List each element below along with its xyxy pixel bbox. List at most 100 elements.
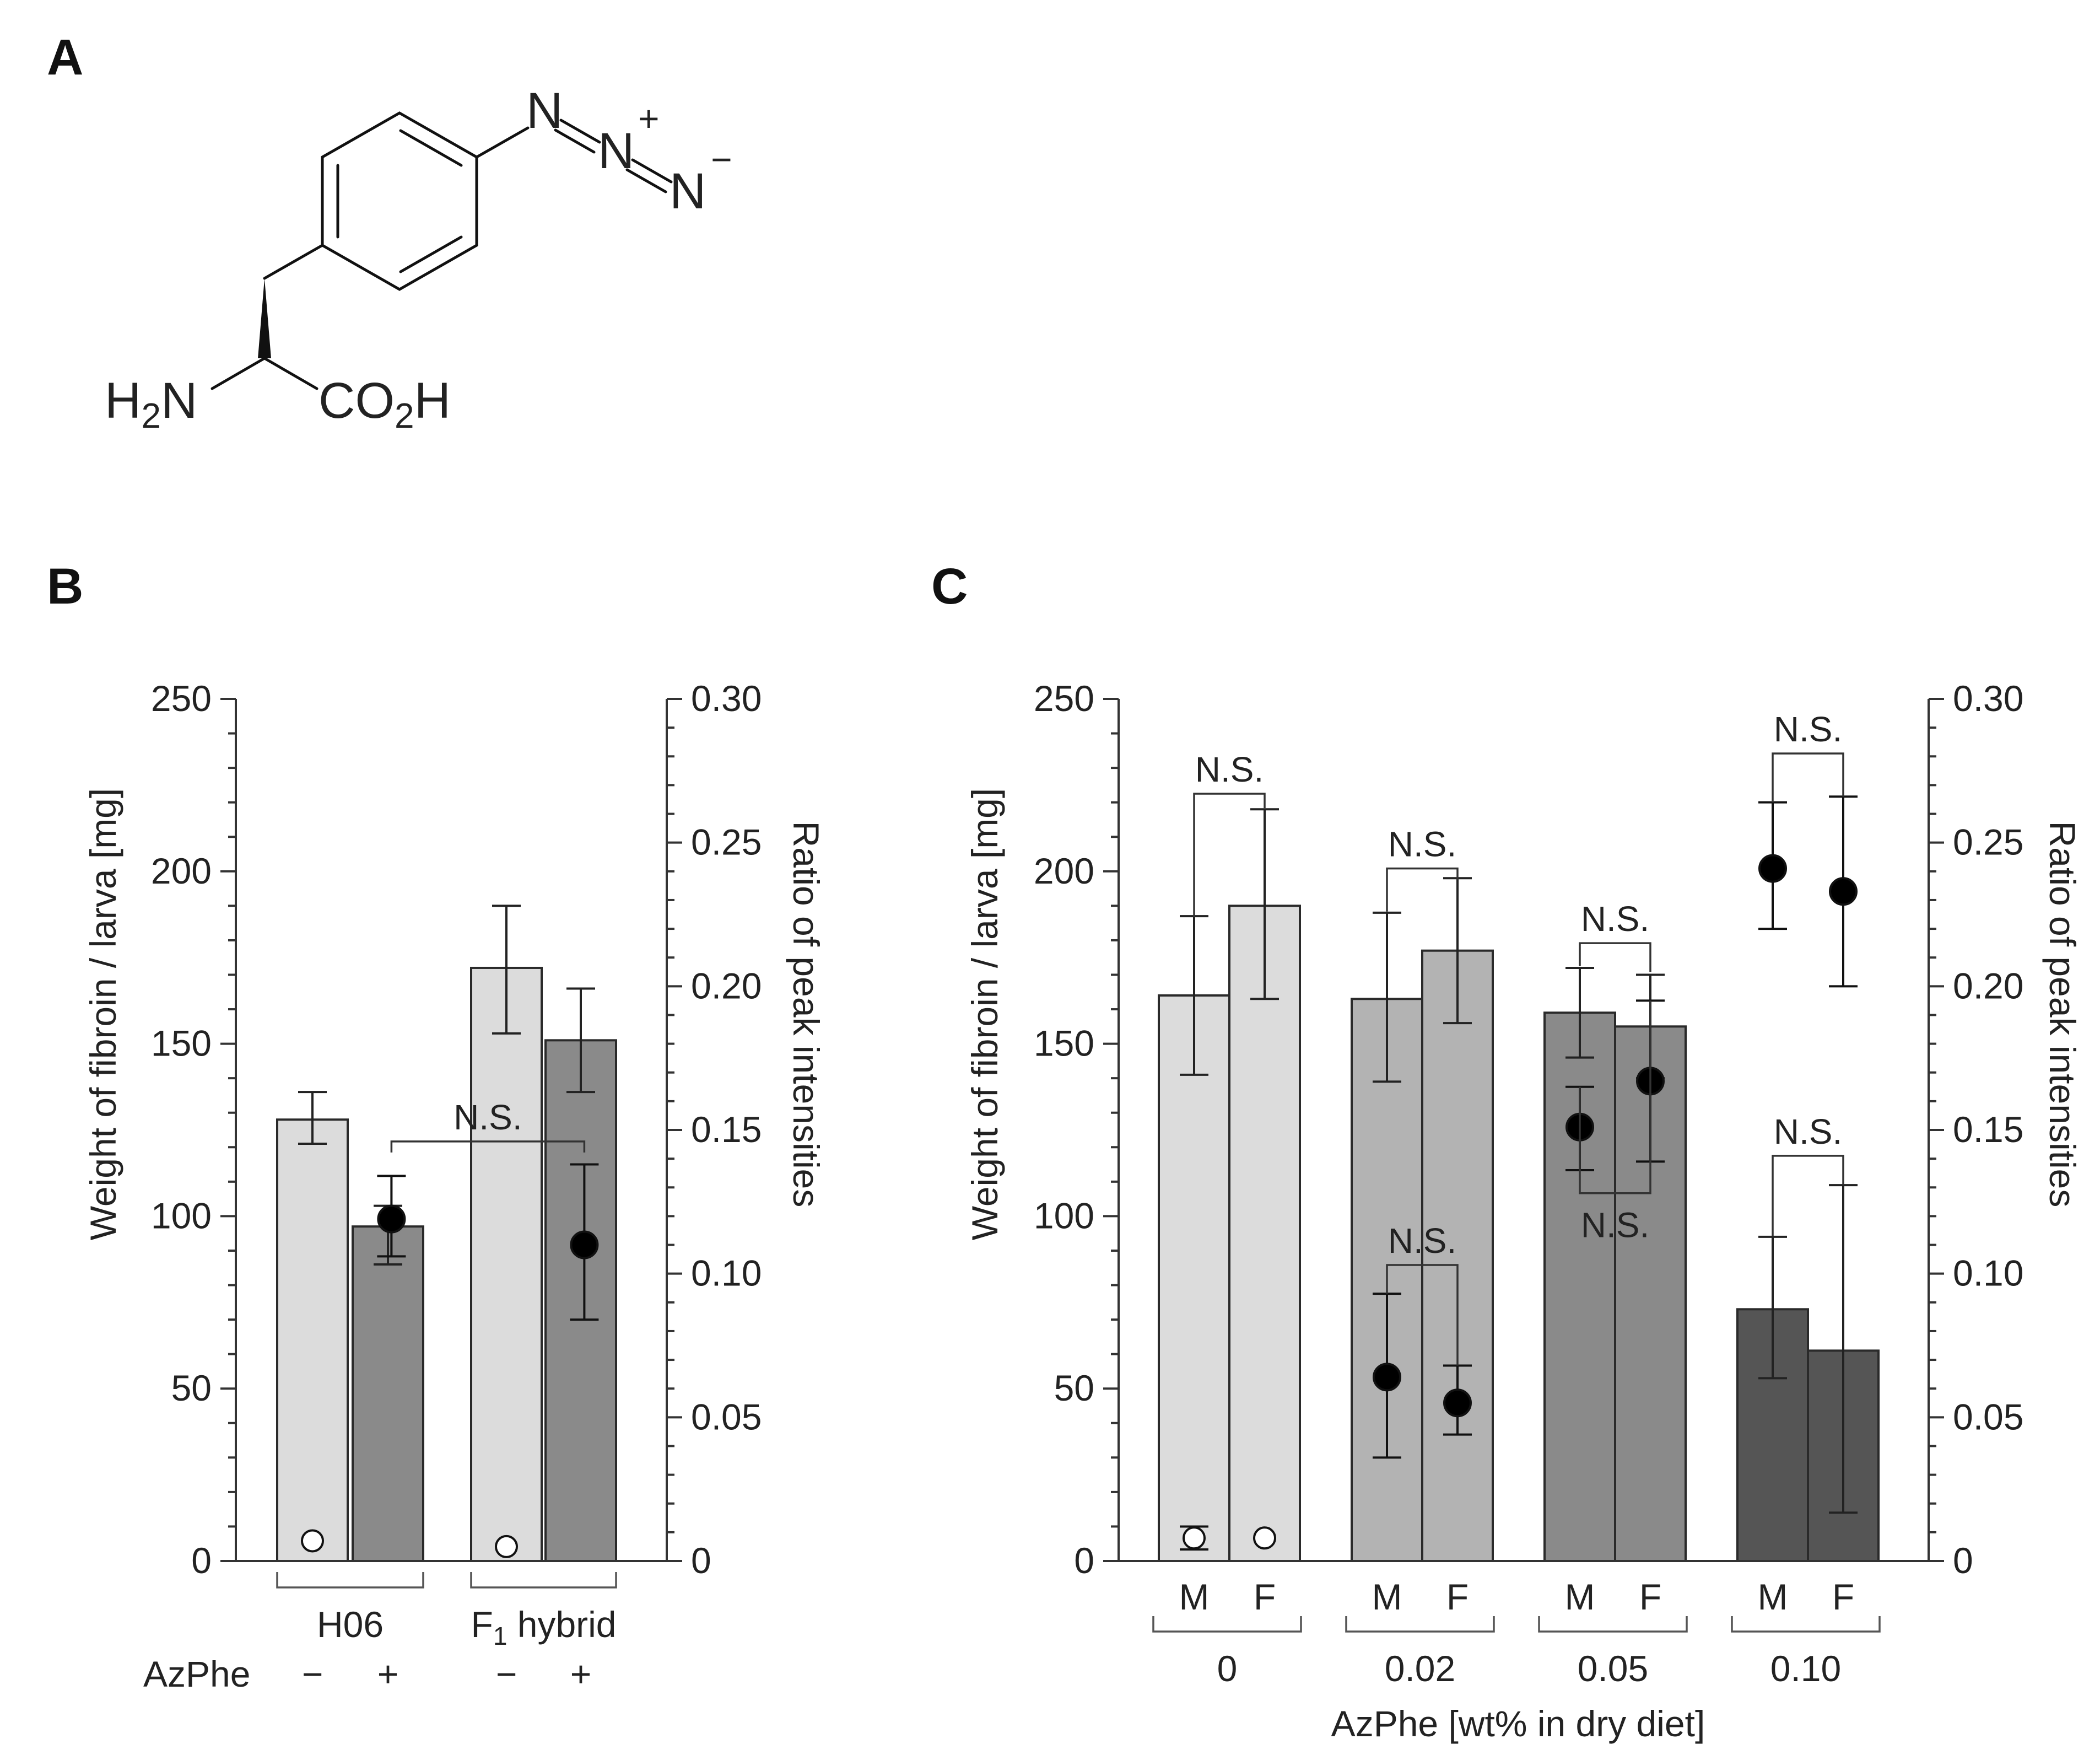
chart-c-significance-bracket-4 bbox=[1579, 1000, 1651, 1194]
azide-double-1b bbox=[554, 128, 596, 154]
chart-b-ratio-point-4 bbox=[570, 1230, 599, 1259]
azide-double-2b bbox=[625, 168, 667, 193]
chart-c-ylabel: Weight of fibroin / larva [mg] bbox=[964, 788, 1005, 1240]
chart-b-significance-label-1: N.S. bbox=[454, 1097, 522, 1137]
chart-b-y2tick-label-3: 0.15 bbox=[691, 1109, 762, 1150]
chart-c-y2tick-label-2: 0.10 bbox=[1953, 1253, 2023, 1294]
chart-c-ytick-label-1: 50 bbox=[1054, 1368, 1094, 1408]
chart-c-group-bracket-3 bbox=[1538, 1616, 1688, 1633]
chart-c-significance-bracket-1 bbox=[1193, 793, 1266, 918]
ring-double-bond-1 bbox=[399, 129, 463, 167]
chart-b-group-label-1: H06 bbox=[317, 1604, 384, 1645]
chart-b-ytick-label-2: 100 bbox=[151, 1195, 212, 1236]
chart-c-xtick-label-4: F bbox=[1446, 1576, 1469, 1617]
azide-double-2a bbox=[631, 158, 673, 184]
chart-b-ytick-label-1: 50 bbox=[171, 1368, 212, 1408]
chart-c-ytick-label-4: 200 bbox=[1034, 850, 1094, 891]
chart-c-significance-label-1: N.S. bbox=[1195, 750, 1264, 789]
chart-c-ratio-point-8 bbox=[1829, 877, 1858, 906]
azide-double-1a bbox=[559, 119, 601, 144]
panel-label-a: A bbox=[47, 29, 83, 85]
chart-c-significance-label-7: N.S. bbox=[1388, 1221, 1456, 1261]
chart-c-significance-label-3: N.S. bbox=[1581, 899, 1649, 939]
chart-b-y2tick-label-0: 0 bbox=[691, 1540, 711, 1581]
chart-c-ytick-label-0: 0 bbox=[1074, 1540, 1094, 1581]
chart-c-bar-2 bbox=[1228, 905, 1301, 1562]
chart-c-xtick-label-8: F bbox=[1832, 1576, 1854, 1617]
chart-b-xtick-label-4: + bbox=[570, 1654, 592, 1694]
chart-c-bar-1 bbox=[1158, 994, 1230, 1562]
chart-b-bar-2 bbox=[352, 1225, 424, 1562]
chart-c-y2tick-label-1: 0.05 bbox=[1953, 1396, 2023, 1437]
azide-minus: − bbox=[711, 139, 732, 180]
chart-c-y2tick-label-4: 0.20 bbox=[1953, 965, 2023, 1006]
chart-b-y2tick-label-6: 0.30 bbox=[691, 678, 762, 719]
chart-c-group-label-2: 0.02 bbox=[1385, 1648, 1455, 1689]
chart-c: Weight of fibroin / larva [mg] Ratio of … bbox=[964, 678, 2083, 1744]
chart-c-significance-bracket-7 bbox=[1386, 1264, 1459, 1366]
amine-group: H2N bbox=[105, 373, 198, 435]
bond-ring-ch2 bbox=[263, 244, 324, 280]
chart-c-ratio-point-4 bbox=[1443, 1388, 1472, 1418]
chart-b-group-label-2: F1 hybrid bbox=[471, 1604, 616, 1650]
chart-c-y2tick-label-0: 0 bbox=[1953, 1540, 1973, 1581]
chart-b-y2tick-label-5: 0.25 bbox=[691, 822, 762, 863]
chart-c-significance-label-5: N.S. bbox=[1774, 709, 1842, 749]
chart-b-ylabel: Weight of fibroin / larva [mg] bbox=[83, 788, 123, 1240]
chart-c-xtick-label-5: M bbox=[1565, 1576, 1595, 1617]
chart-b-xtick-label-3: − bbox=[496, 1654, 517, 1694]
chart-c-ytick-label-3: 150 bbox=[1034, 1023, 1094, 1064]
chart-c-xtick-label-7: M bbox=[1758, 1576, 1788, 1617]
chart-b-group-bracket-2 bbox=[470, 1572, 617, 1589]
chart-c-ratio-point-7 bbox=[1758, 854, 1787, 883]
chart-c-significance-label-6: N.S. bbox=[1774, 1112, 1842, 1151]
chart-b-y2tick-label-2: 0.10 bbox=[691, 1253, 762, 1294]
chart-b-ratio-point-3 bbox=[495, 1535, 518, 1558]
carboxyl-group: CO2H bbox=[318, 373, 451, 435]
chart-c-xtick-label-6: F bbox=[1639, 1576, 1661, 1617]
panel-label-b: B bbox=[47, 558, 83, 615]
bond-ca-c bbox=[263, 357, 318, 390]
chart-c-group-bracket-2 bbox=[1345, 1616, 1495, 1633]
chart-b-ytick-label-4: 200 bbox=[151, 850, 212, 891]
chart-c-y2tick-label-6: 0.30 bbox=[1953, 678, 2023, 719]
molecule-structure: N N + N − H2N CO2H bbox=[105, 83, 732, 435]
chart-c-significance-bracket-5 bbox=[1772, 752, 1844, 803]
chart-b-y2label: Ratio of peak intensities bbox=[786, 821, 827, 1208]
chart-b-group-bracket-1 bbox=[276, 1572, 424, 1589]
chart-b-row-label: AzPhe bbox=[143, 1654, 250, 1694]
chart-c-group-bracket-4 bbox=[1731, 1616, 1881, 1633]
chart-c-group-label-4: 0.10 bbox=[1770, 1648, 1841, 1689]
chart-b-ytick-label-5: 250 bbox=[151, 678, 212, 719]
chart-b-bar-1 bbox=[276, 1118, 349, 1563]
chart-c-xlabel: AzPhe [wt% in dry diet] bbox=[1331, 1703, 1705, 1744]
chart-c-ytick-label-5: 250 bbox=[1034, 678, 1094, 719]
chart-c-xtick-label-3: M bbox=[1372, 1576, 1402, 1617]
benzene-ring bbox=[321, 111, 478, 291]
chart-b-ratio-point-1 bbox=[301, 1529, 324, 1553]
wedge-bond bbox=[258, 278, 271, 358]
chart-c-group-bracket-1 bbox=[1152, 1616, 1302, 1633]
panel-label-c: C bbox=[931, 558, 968, 615]
chart-c-ratio-point-1 bbox=[1183, 1526, 1206, 1550]
chart-c-y2tick-label-5: 0.25 bbox=[1953, 822, 2023, 863]
bond-ca-n bbox=[210, 357, 266, 390]
chart-b: Weight of fibroin / larva [mg] Ratio of … bbox=[83, 678, 827, 1694]
chart-b-y2tick-label-4: 0.20 bbox=[691, 965, 762, 1006]
chart-c-group-label-1: 0 bbox=[1217, 1648, 1238, 1689]
chart-c-significance-label-4: N.S. bbox=[1581, 1205, 1649, 1245]
chart-c-group-label-3: 0.05 bbox=[1578, 1648, 1648, 1689]
chart-c-y2tick-label-3: 0.15 bbox=[1953, 1109, 2023, 1150]
chart-c-ratio-point-3 bbox=[1373, 1363, 1401, 1392]
chart-c-xtick-label-1: M bbox=[1179, 1576, 1210, 1617]
chart-b-y2tick-label-1: 0.05 bbox=[691, 1396, 762, 1437]
chart-b-ytick-label-0: 0 bbox=[191, 1540, 212, 1581]
chart-b-xtick-label-2: + bbox=[377, 1654, 399, 1694]
chart-c-significance-bracket-2 bbox=[1386, 867, 1459, 912]
chart-c-significance-bracket-6 bbox=[1772, 1155, 1844, 1236]
azide-n3: N bbox=[670, 163, 706, 219]
ring-double-bond-2 bbox=[399, 235, 463, 273]
chart-c-significance-label-2: N.S. bbox=[1388, 825, 1456, 864]
chart-c-xtick-label-2: F bbox=[1254, 1576, 1276, 1617]
